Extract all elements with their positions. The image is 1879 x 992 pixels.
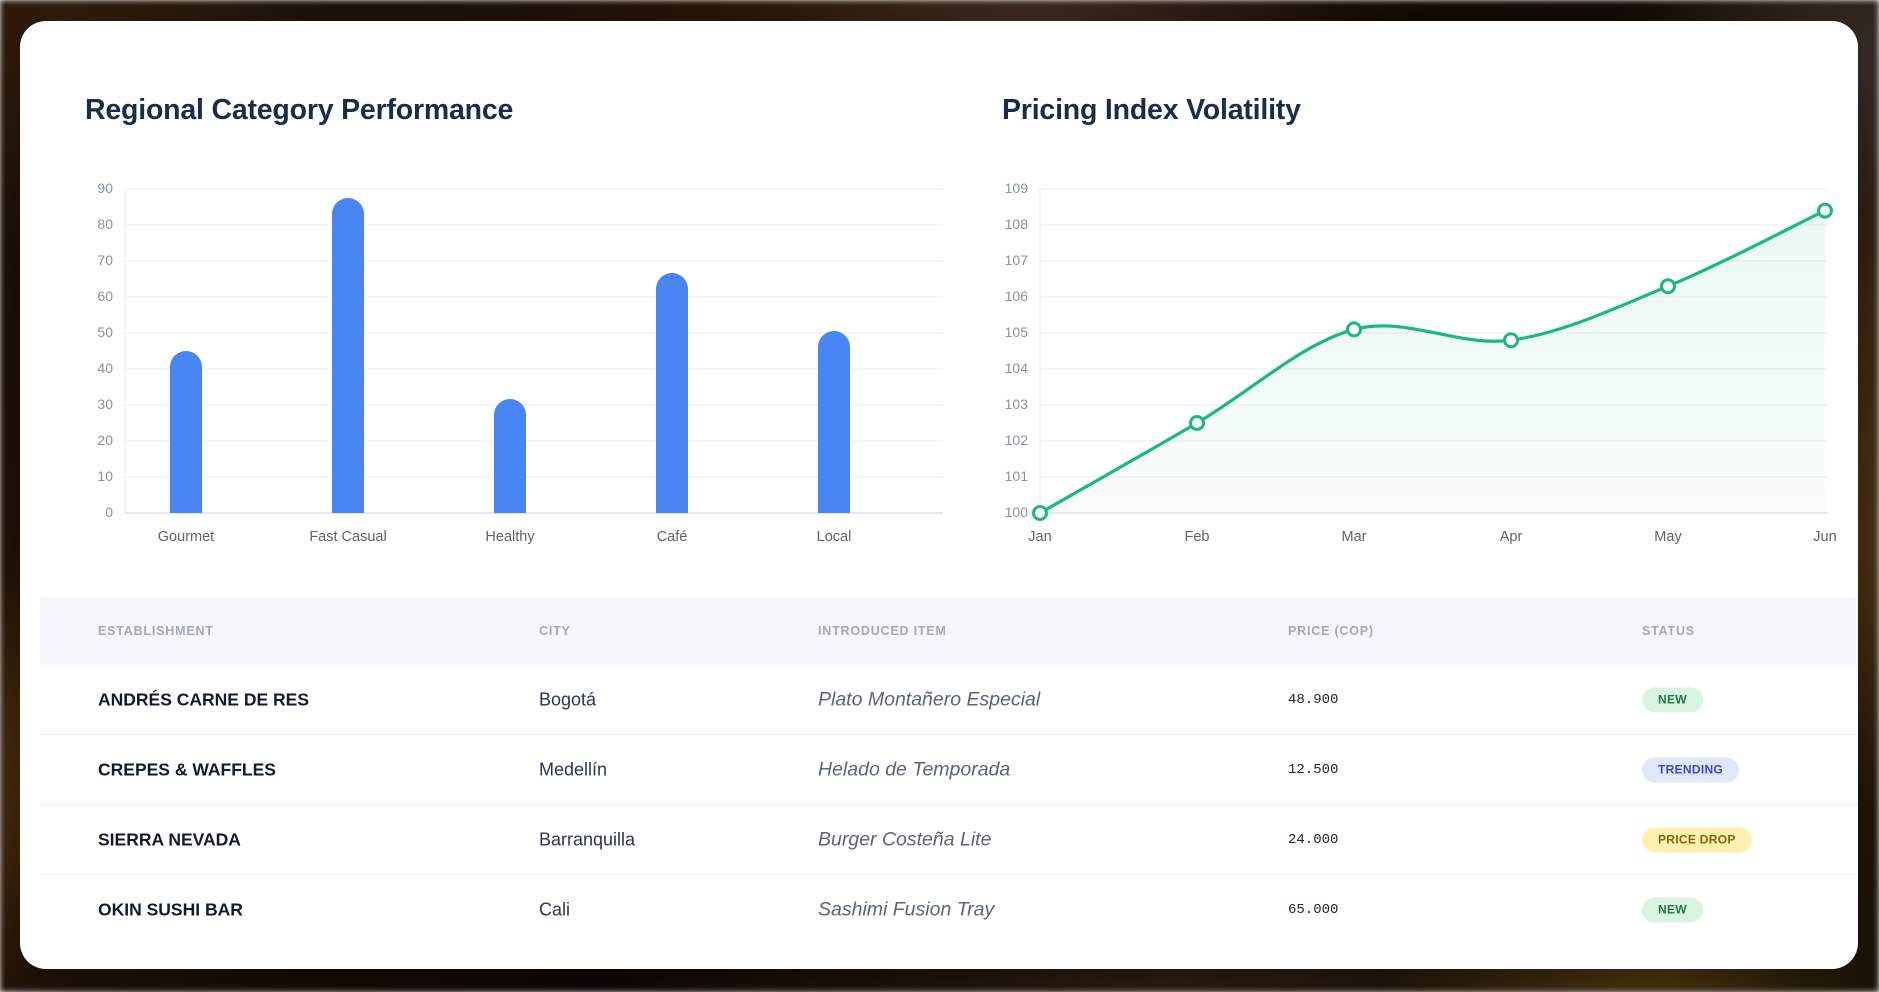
svg-text:80: 80 bbox=[97, 216, 113, 232]
svg-text:40: 40 bbox=[97, 360, 113, 376]
svg-text:104: 104 bbox=[1005, 360, 1029, 376]
svg-text:105: 105 bbox=[1005, 324, 1029, 340]
svg-text:Healthy: Healthy bbox=[485, 529, 535, 545]
svg-text:10: 10 bbox=[97, 468, 113, 484]
svg-text:Local: Local bbox=[817, 529, 852, 545]
svg-text:102: 102 bbox=[1005, 432, 1029, 448]
svg-text:60: 60 bbox=[97, 288, 113, 304]
svg-text:50: 50 bbox=[97, 324, 113, 340]
svg-text:Feb: Feb bbox=[1185, 529, 1210, 545]
svg-text:May: May bbox=[1654, 529, 1682, 545]
svg-text:70: 70 bbox=[97, 252, 113, 268]
svg-text:Jun: Jun bbox=[1813, 529, 1836, 545]
svg-text:90: 90 bbox=[97, 180, 113, 196]
svg-text:Fast Casual: Fast Casual bbox=[309, 529, 386, 545]
svg-text:101: 101 bbox=[1005, 468, 1029, 484]
svg-text:Gourmet: Gourmet bbox=[158, 529, 214, 545]
svg-text:100: 100 bbox=[1005, 504, 1029, 520]
svg-text:103: 103 bbox=[1005, 396, 1029, 412]
svg-text:Café: Café bbox=[657, 529, 688, 545]
svg-text:30: 30 bbox=[97, 396, 113, 412]
svg-text:107: 107 bbox=[1005, 252, 1029, 268]
svg-text:20: 20 bbox=[97, 432, 113, 448]
svg-text:Apr: Apr bbox=[1500, 529, 1523, 545]
svg-text:0: 0 bbox=[105, 504, 113, 520]
svg-text:106: 106 bbox=[1005, 288, 1029, 304]
svg-text:Jan: Jan bbox=[1028, 529, 1051, 545]
svg-text:Mar: Mar bbox=[1342, 529, 1367, 545]
svg-text:108: 108 bbox=[1005, 216, 1029, 232]
svg-text:109: 109 bbox=[1005, 180, 1029, 196]
